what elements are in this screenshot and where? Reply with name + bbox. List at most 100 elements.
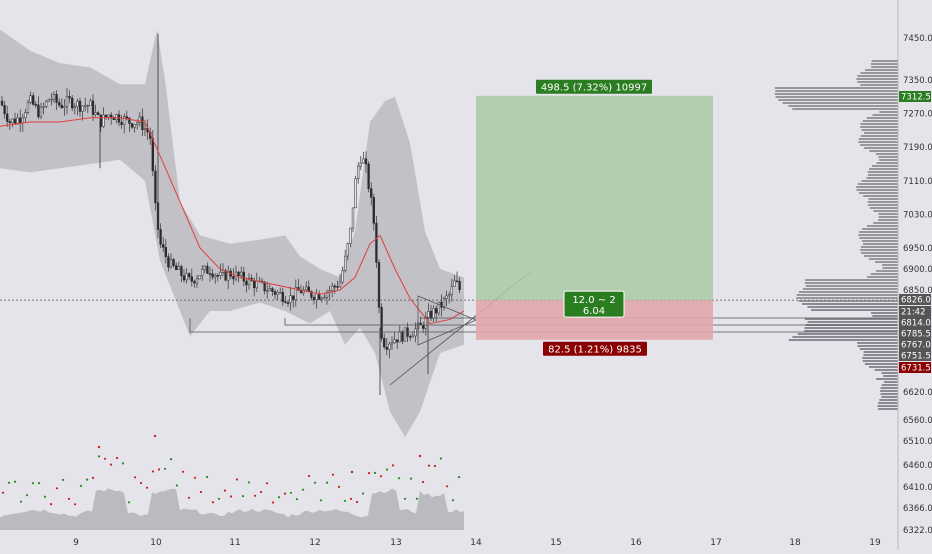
volume-profile-bar [864, 255, 898, 257]
time-axis-label: 9 [73, 538, 79, 548]
price-tag-bg [899, 294, 931, 305]
volume-profile-bar [868, 258, 898, 260]
candle-body [185, 273, 188, 281]
volume-profile-bar [796, 294, 898, 296]
candle-body [102, 114, 105, 127]
volume-profile-bar [862, 357, 898, 359]
volume-profile-bar [802, 288, 898, 290]
oscillator-dot [313, 481, 317, 484]
candle-body [390, 342, 394, 345]
time-axis[interactable]: 9 10 11 12 13 14 15 16 17 18 19 [73, 538, 881, 548]
oscillator-dot [85, 478, 89, 481]
oscillator-dot [133, 476, 137, 479]
candle-body [141, 116, 144, 131]
time-axis-label: 19 [869, 538, 881, 548]
oscillator-dot [169, 458, 173, 461]
candle-body [351, 207, 355, 229]
candle-body [427, 311, 430, 318]
volume-profile-bar [857, 75, 898, 77]
time-axis-label: 18 [789, 538, 801, 548]
candle-body [401, 331, 404, 342]
candle-body [286, 302, 290, 304]
candle-body [219, 272, 222, 276]
candle-body [55, 94, 58, 103]
moving-average-line [0, 117, 465, 325]
candle-body [58, 102, 61, 106]
candle-body [37, 104, 40, 118]
candle-body [193, 280, 196, 284]
candle-body [393, 339, 396, 344]
price-axis-label: 6900.0 [903, 265, 932, 275]
candle-body [60, 104, 63, 108]
candle-body [13, 118, 17, 124]
volume-profile-bar [860, 84, 898, 86]
oscillator-dot [61, 478, 65, 481]
price-tag: 6767.0 [901, 341, 931, 351]
candle-body [201, 268, 204, 276]
price-tag: 21:42 [901, 308, 926, 318]
candle-body [65, 96, 69, 107]
volume-profile-bar [867, 201, 898, 203]
volume-profile-bar [868, 198, 898, 200]
candle-body [21, 117, 24, 124]
candle-body [359, 162, 362, 167]
candle-body [11, 118, 14, 123]
ratio-label-line2: 6.04 [583, 306, 605, 317]
candle-body [263, 281, 266, 292]
volume-profile-bar [872, 114, 898, 116]
long-position-tool[interactable]: 498.5 (7.32%) 10997 82.5 (1.21%) 9835 12.0… [476, 79, 713, 356]
oscillator-dot [31, 482, 35, 485]
candle-body [364, 158, 368, 165]
candle-body [367, 163, 370, 189]
candle-body [333, 285, 336, 288]
oscillator-dot [283, 492, 287, 495]
stop-label-bg [543, 341, 647, 356]
price-axis-label: 7110.0 [903, 177, 932, 187]
candle-body [247, 277, 251, 286]
oscillator-dot [391, 464, 395, 467]
volume-profile-bar [862, 360, 898, 362]
candle-body [385, 346, 388, 350]
price-axis[interactable]: 7550.0 7450.0 7350.0 7270.0 7190.0 7110.0 7030… [897, 0, 932, 550]
volume-profile-bar [876, 378, 898, 380]
oscillator-dot [13, 480, 17, 483]
candle-body [104, 114, 108, 118]
volume-profile-bar [864, 132, 898, 134]
oscillator-dot [277, 496, 281, 499]
volume-profile-bar [863, 147, 898, 149]
volume-profile-bar [878, 402, 898, 404]
volume-profile-bar [882, 267, 898, 269]
oscillator-dot [307, 474, 311, 478]
candle-body [71, 97, 74, 109]
oscillator-dot [247, 481, 251, 484]
candle-body [164, 247, 167, 257]
candle-body [284, 301, 287, 303]
time-axis-label: 13 [390, 538, 401, 548]
candle-body [255, 281, 258, 289]
volume-profile-bar [884, 381, 898, 383]
time-axis-label: 14 [470, 538, 482, 548]
volume-profile-bar [857, 81, 898, 83]
volume-profile-bar [867, 171, 898, 173]
price-axis-label: 7030.0 [903, 210, 932, 220]
candle-body [281, 292, 284, 302]
volume-profile-bar [856, 186, 898, 188]
oscillator-dot [301, 488, 305, 491]
oscillator-dot [241, 495, 245, 498]
candle-body [47, 99, 50, 102]
candle-body [169, 259, 173, 268]
candle-body [208, 273, 212, 275]
candle-body [34, 104, 37, 106]
volume-profile-bar [869, 207, 898, 209]
price-axis-label: 6410.0 [903, 483, 932, 493]
oscillator-dot [163, 467, 167, 470]
price-axis-label: 6322.0 [903, 526, 932, 536]
profit-label: 498.5 (7.32%) 10997 [541, 82, 647, 93]
volume-profile-bar [865, 69, 898, 71]
price-axis-label: 7190.0 [903, 143, 932, 153]
candle-body [299, 290, 303, 294]
candle-body [357, 165, 360, 179]
volume-profile-bar [863, 243, 898, 245]
